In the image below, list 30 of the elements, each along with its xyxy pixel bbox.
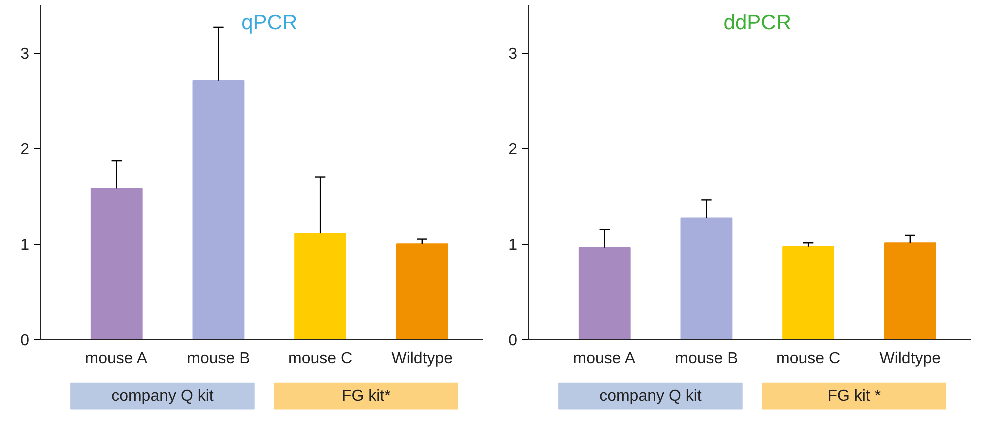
bar <box>782 246 835 340</box>
bar <box>192 80 245 340</box>
text: FG kit* <box>342 388 391 405</box>
x-tick-label: Wildtype <box>880 350 942 368</box>
bar <box>884 242 936 340</box>
x-tick-label: mouse A <box>85 350 148 368</box>
y-tick-label: 1 <box>20 237 30 254</box>
x-tick-label: mouse C <box>776 350 841 368</box>
bar <box>90 188 143 340</box>
y-tick-label: 3 <box>20 46 30 64</box>
y-tick-label: 1 <box>508 237 518 254</box>
x-tick-label: mouse B <box>187 350 250 368</box>
bar <box>578 247 631 340</box>
y-tick-label: 2 <box>20 142 30 159</box>
y-tick-label: 3 <box>508 46 518 64</box>
chart-title: ddPCR <box>724 12 792 34</box>
bar <box>680 218 733 340</box>
text: FG kit * <box>828 388 882 405</box>
x-tick-label: Wildtype <box>392 350 454 368</box>
y-tick-label: 0 <box>508 332 518 350</box>
y-tick-label: 2 <box>508 142 518 159</box>
x-tick-label: mouse C <box>288 350 353 368</box>
text: company Q kit <box>112 388 214 405</box>
bar <box>396 244 448 340</box>
bar <box>294 233 347 340</box>
text: company Q kit <box>600 388 702 405</box>
x-tick-label: mouse B <box>675 350 738 368</box>
chart-title: qPCR <box>242 12 298 34</box>
y-tick-label: 0 <box>20 332 30 350</box>
x-tick-label: mouse A <box>573 350 636 368</box>
